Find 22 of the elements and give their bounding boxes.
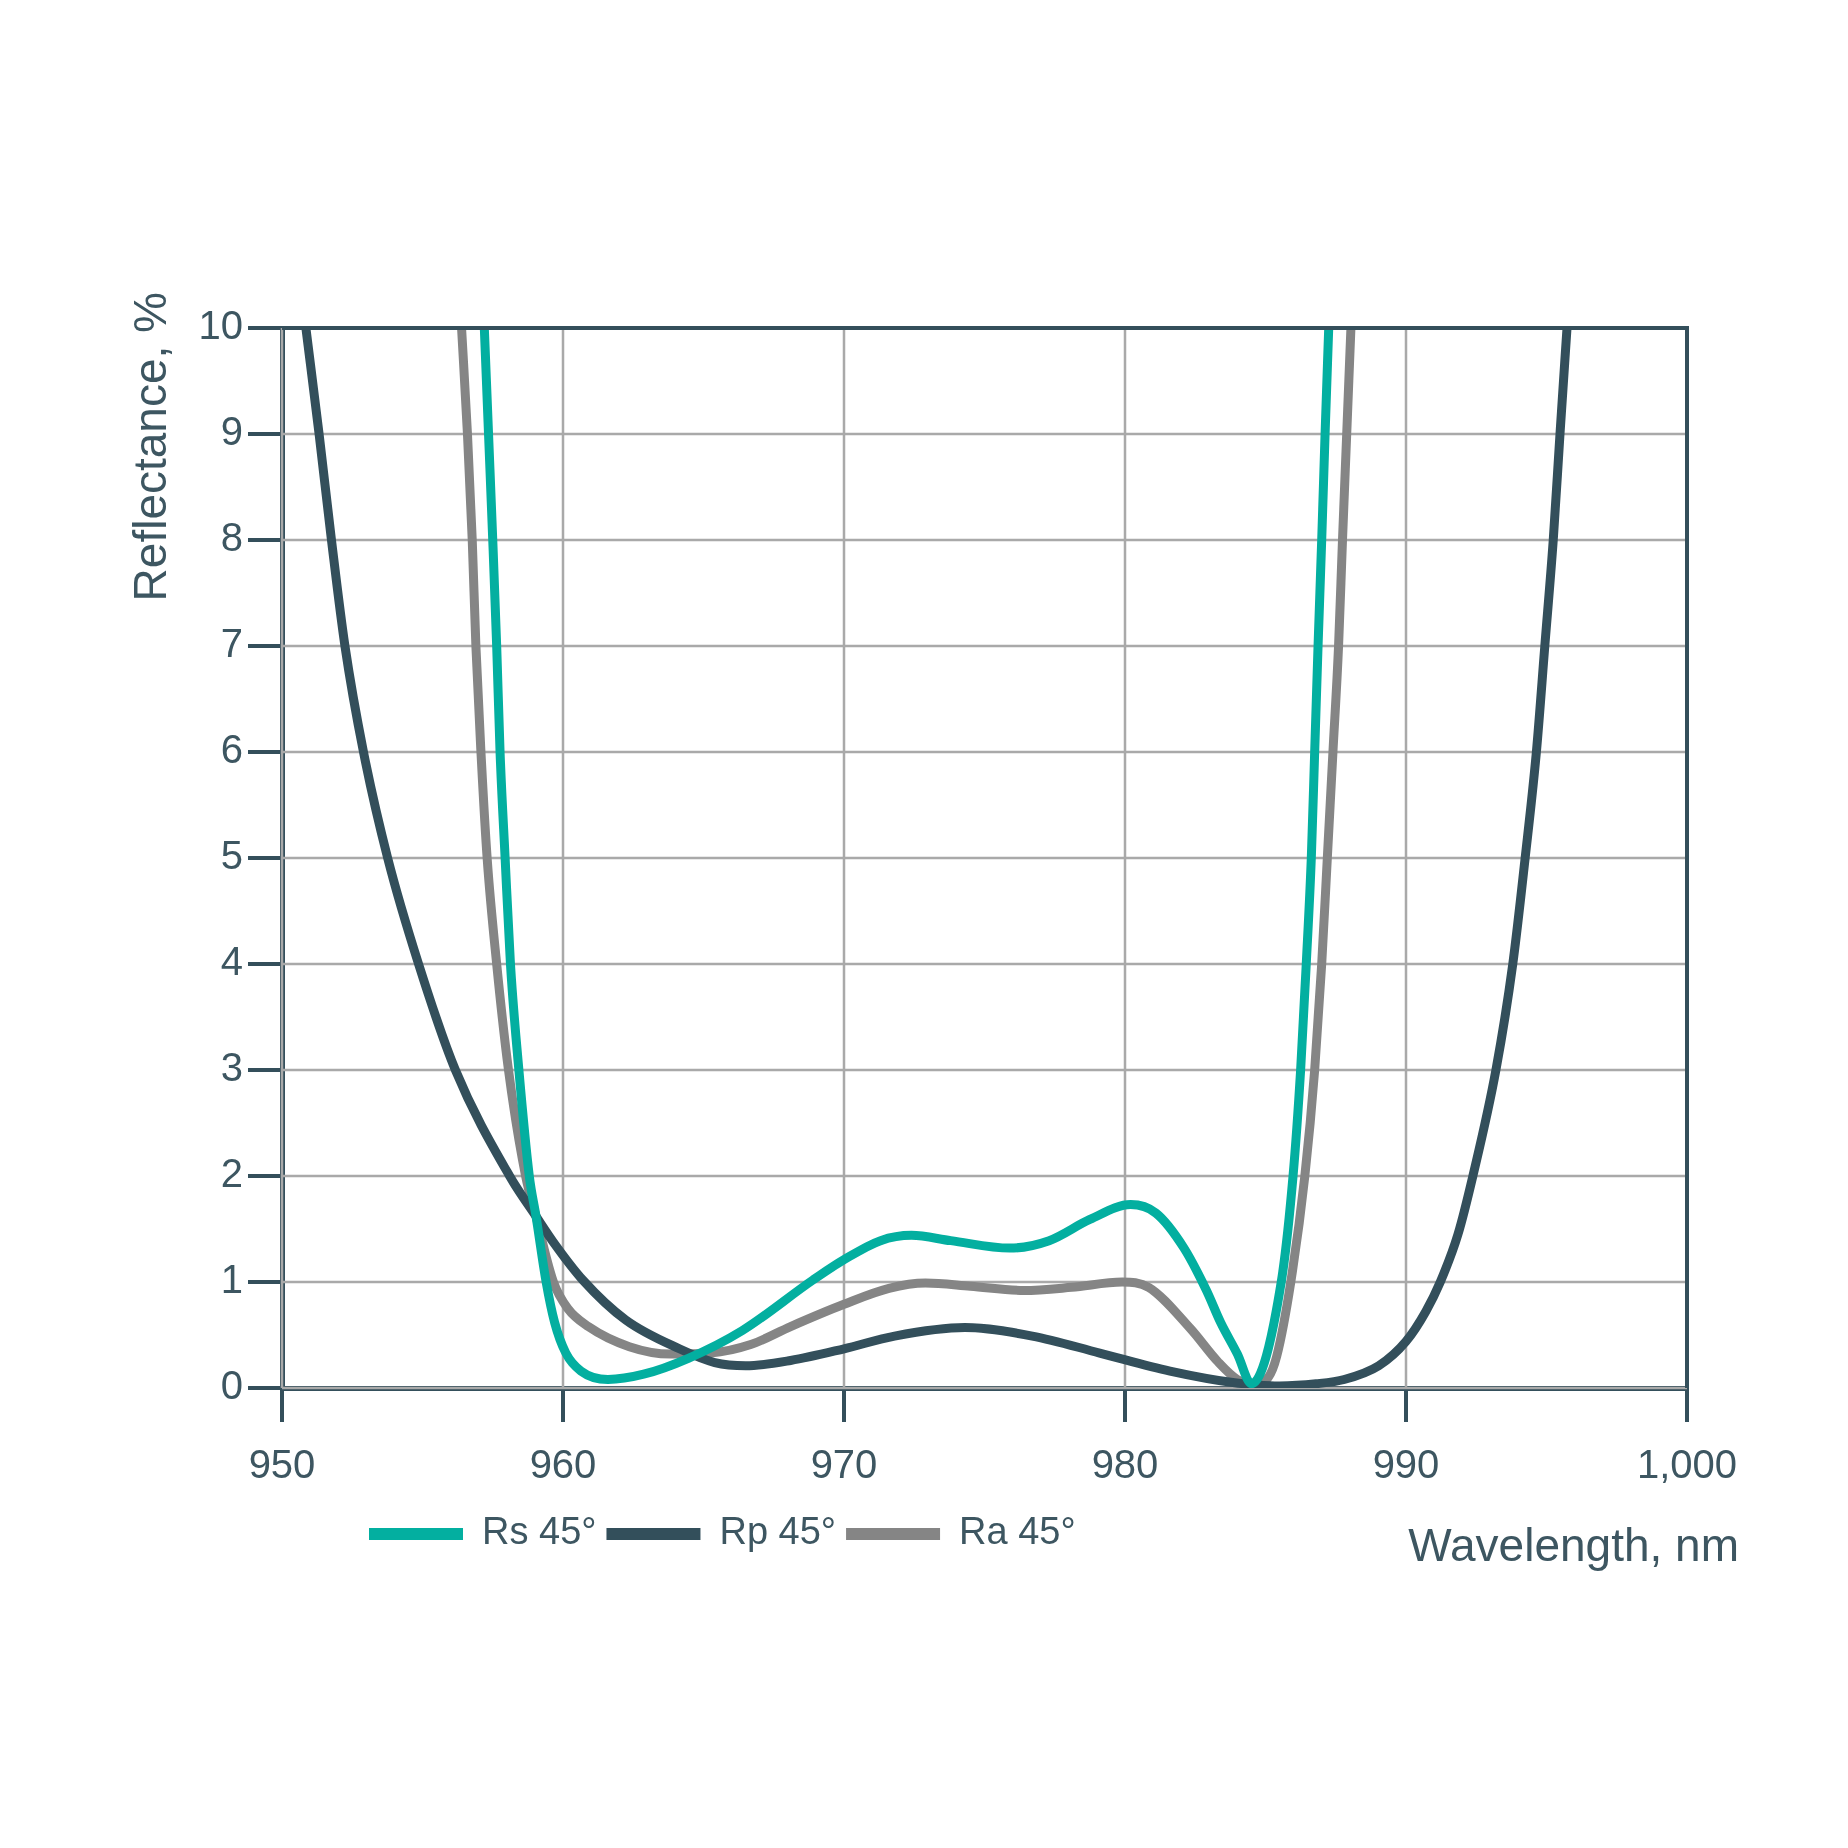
x-tick-label: 1,000 (1636, 1442, 1738, 1487)
y-tick-label: 6 (220, 727, 243, 772)
legend-label: Rs 45° (482, 1510, 597, 1553)
y-tick-label: 7 (220, 621, 243, 666)
y-tick-label: 4 (220, 939, 243, 984)
y-tick-label: 3 (220, 1045, 243, 1090)
x-tick-label: 970 (810, 1442, 878, 1487)
y-tick-label: 9 (220, 409, 243, 454)
x-tick-label: 980 (1091, 1442, 1159, 1487)
x-axis-title: Wavelength, nm (1408, 1518, 1739, 1571)
y-tick-label: 2 (220, 1151, 243, 1196)
y-tick-label: 1 (220, 1257, 243, 1302)
x-tick-label: 960 (529, 1442, 597, 1487)
y-tick-label: 8 (220, 515, 243, 560)
y-tick-label: 5 (220, 833, 243, 878)
y-tick-label: 10 (198, 303, 243, 348)
legend-label: Rp 45° (719, 1510, 837, 1553)
y-axis-title: Reflectance, % (123, 292, 176, 602)
legend-label: Ra 45° (959, 1510, 1076, 1553)
x-tick-label: 950 (248, 1442, 316, 1487)
x-tick-label: 990 (1372, 1442, 1440, 1487)
y-tick-label: 0 (220, 1363, 243, 1408)
